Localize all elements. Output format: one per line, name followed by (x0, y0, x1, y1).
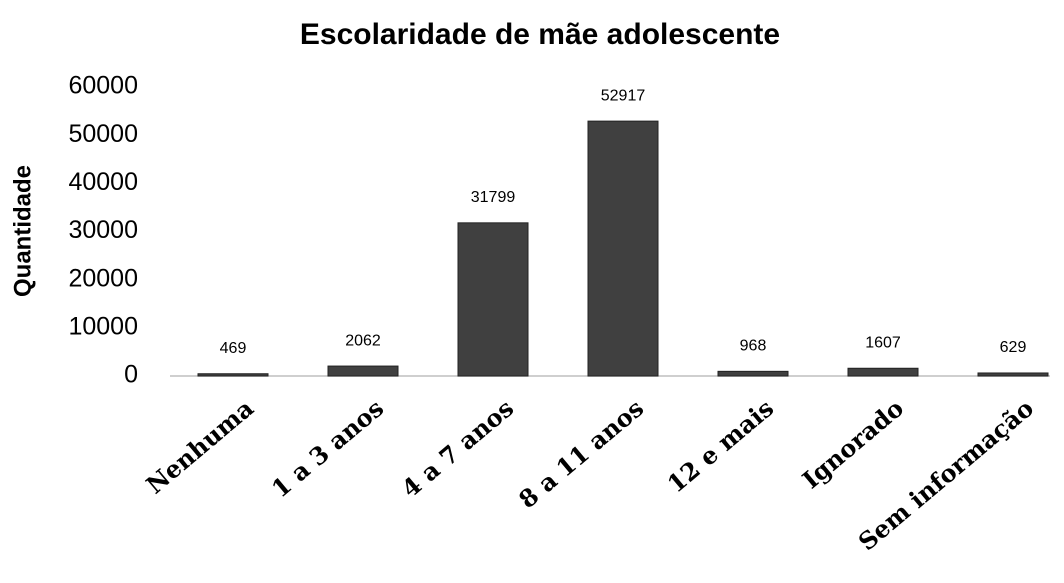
data-label: 469 (220, 340, 247, 357)
x-tick-label: 12 e mais (662, 393, 779, 498)
x-tick-label: Nenhuma (140, 393, 259, 499)
data-label: 629 (1000, 339, 1027, 356)
data-label: 31799 (471, 189, 516, 206)
x-tick-label: 8 a 11 anos (513, 393, 649, 514)
bar (327, 365, 399, 377)
y-tick-label: 60000 (68, 72, 138, 100)
y-tick-label: 0 (124, 361, 138, 389)
bar (717, 370, 789, 377)
y-tick-label: 30000 (68, 216, 138, 244)
bar (587, 120, 659, 377)
x-tick-label: Ignorado (797, 393, 909, 494)
data-label: 1607 (865, 334, 901, 351)
y-tick-label: 10000 (68, 312, 138, 340)
data-label: 52917 (601, 87, 646, 104)
y-tick-label: 20000 (68, 264, 138, 292)
x-tick-label: 4 a 7 anos (396, 393, 519, 503)
y-axis-label: Quantidade (9, 165, 36, 297)
bar (847, 367, 919, 377)
bar (457, 222, 529, 377)
y-tick-label: 40000 (68, 168, 138, 196)
chart-title: Escolaridade de mãe adolescente (300, 18, 780, 51)
data-label: 968 (740, 338, 767, 355)
bar (977, 372, 1049, 377)
bar (197, 373, 269, 377)
x-tick-label: 1 a 3 anos (266, 393, 389, 503)
y-tick-label: 50000 (68, 120, 138, 148)
data-label: 2062 (345, 332, 381, 349)
